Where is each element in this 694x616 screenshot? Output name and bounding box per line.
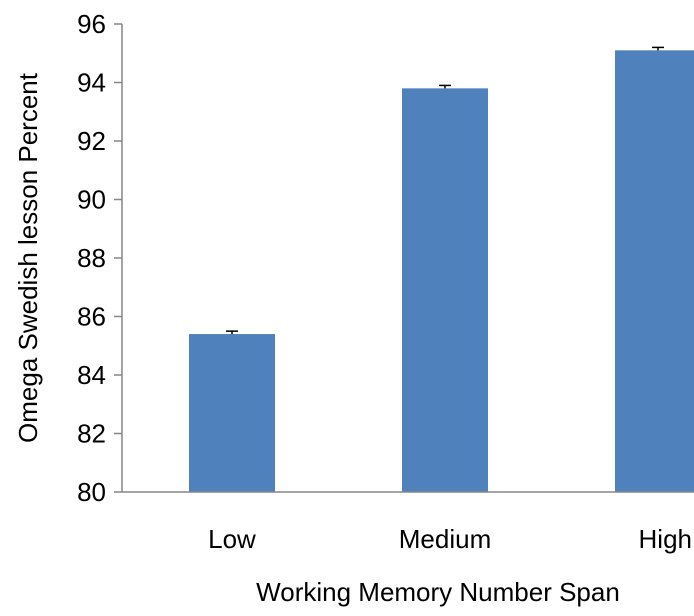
y-tick-label: 84 xyxy=(77,360,106,390)
y-tick-label: 88 xyxy=(77,243,106,273)
y-axis-ticks: 80 82 84 86 88 90 92 94 96 xyxy=(77,9,122,507)
bar-high xyxy=(615,50,694,492)
bar-low xyxy=(189,334,275,492)
y-tick-label: 80 xyxy=(77,477,106,507)
y-tick-label: 82 xyxy=(77,419,106,449)
x-axis-label: Working Memory Number Span xyxy=(256,577,620,607)
y-tick-label: 86 xyxy=(77,302,106,332)
y-tick-label: 96 xyxy=(77,9,106,39)
y-axis-label: Omega Swedish lesson Percent xyxy=(13,72,43,443)
x-tick-label-low: Low xyxy=(208,524,256,554)
bars-group xyxy=(189,46,694,492)
x-axis-ticks: Low Medium High xyxy=(208,524,692,554)
x-tick-label-high: High xyxy=(639,524,692,554)
axes-group xyxy=(121,24,694,493)
x-tick-label-medium: Medium xyxy=(399,524,491,554)
bar-medium xyxy=(402,88,488,492)
y-tick-label: 94 xyxy=(77,68,106,98)
y-tick-label: 92 xyxy=(77,126,106,156)
y-tick-label: 90 xyxy=(77,185,106,215)
